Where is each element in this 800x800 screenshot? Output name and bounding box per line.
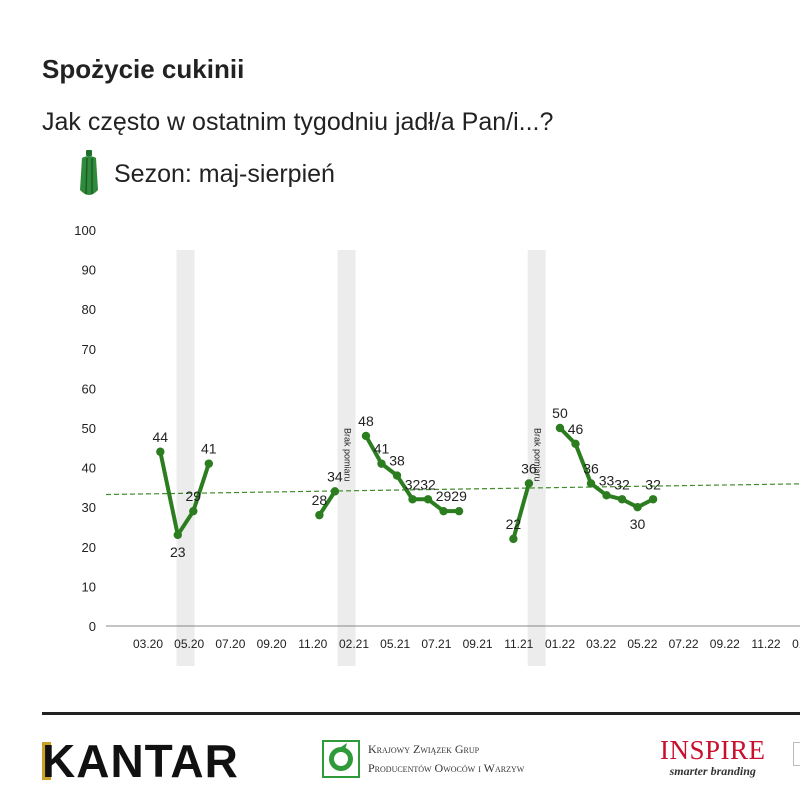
data-label: 29 [186,488,202,504]
data-point [315,510,324,520]
x-tick-label: 03.20 [133,637,163,651]
data-label: 28 [312,492,328,508]
x-tick-label: 05.22 [627,637,657,651]
x-tick-label: 07.20 [215,637,245,651]
data-label: 44 [153,429,169,445]
no-measurement-band [527,250,546,666]
y-tick-label: 80 [82,302,96,317]
y-tick-label: 70 [82,342,96,357]
no-measurement-label: Brak pomiaru [533,428,543,482]
data-label: 34 [327,468,343,484]
zucchini-icon [80,150,98,195]
data-point [648,495,658,504]
series-line [317,489,337,518]
data-point [377,459,386,468]
data-label: 30 [630,516,646,532]
data-label: 22 [506,516,522,532]
season-label: Sezon: maj-sierpień [114,159,335,188]
data-label: 32 [420,476,436,492]
x-tick-label: 11.22 [751,637,780,651]
data-point [602,491,611,500]
x-tick-label: 03.22 [586,637,616,651]
kzgp-logo-block: Krajowy Związek Grup Producentów Owoców … [322,740,524,778]
x-tick-label: 09.22 [710,637,740,651]
data-label: 23 [170,544,186,560]
data-label: 29 [436,488,452,504]
data-label: 36 [521,460,537,476]
x-tick-label: 05.20 [174,637,204,651]
series-line [511,481,531,541]
no-measurement-band [176,250,195,666]
x-tick-label: 01.23 [792,637,800,651]
chart-subtitle: Jak często w ostatnim tygodniu jadł/a Pa… [42,108,554,136]
data-label: 50 [552,405,568,421]
data-label: 32 [614,476,630,492]
kzgp-line2: Producentów Owoców i Warzyw [368,761,525,775]
no-measurement-label: Brak pomiaru [343,428,353,482]
kzgp-logo-icon [322,740,360,778]
kzgp-line1: Krajowy Związek Grup [368,742,480,756]
y-tick-label: 100 [74,223,96,238]
data-point [204,459,214,468]
x-tick-label: 01.22 [545,637,575,651]
data-point [617,495,627,504]
data-label: 38 [389,453,405,469]
data-point [408,495,417,504]
data-point [392,471,402,480]
x-tick-label: 02.21 [339,637,369,651]
data-label: 36 [583,460,599,476]
footer-divider [42,712,800,715]
data-point [586,479,596,488]
data-label: 46 [568,421,584,437]
data-point [189,506,198,516]
data-point [439,506,448,516]
x-tick-label: 07.21 [421,637,451,651]
partial-logo-edge [793,742,800,766]
data-label: 41 [201,441,217,457]
y-tick-label: 50 [82,421,96,436]
y-tick-label: 40 [82,461,96,476]
chart-title: Spożycie cukinii [42,54,245,84]
data-point [173,530,182,540]
y-tick-label: 60 [82,381,96,396]
data-point [571,439,580,449]
data-point [454,506,464,516]
y-tick-label: 90 [82,263,96,278]
x-tick-label: 07.22 [669,637,699,651]
season-legend: Sezon: maj-sierpień [78,150,335,198]
kantar-logo-accent [42,742,51,780]
data-point [423,495,433,504]
x-tick-label: 11.20 [298,637,327,651]
data-label: 29 [451,488,467,504]
data-label: 48 [358,413,374,429]
series-line [158,449,211,537]
y-tick-label: 10 [82,579,96,594]
data-point [330,487,340,496]
data-label: 33 [599,472,615,488]
data-point [633,503,642,512]
data-label: 41 [374,441,390,457]
y-tick-label: 0 [89,619,96,634]
data-point [555,423,565,433]
data-point [361,431,371,441]
x-tick-label: 09.21 [463,637,493,651]
kzgp-name: Krajowy Związek Grup Producentów Owoców … [368,740,524,778]
data-label: 32 [645,476,661,492]
inspire-logo: INSPIRE smarter branding [660,736,766,779]
x-tick-label: 09.20 [257,637,287,651]
y-tick-label: 30 [82,500,96,515]
kantar-logo: KANTAR [42,735,239,787]
x-tick-label: 11.21 [504,637,533,651]
inspire-name: INSPIRE [660,735,766,765]
y-tick-label: 20 [82,540,96,555]
data-point [156,447,165,456]
data-point [524,479,534,488]
x-tick-label: 05.21 [380,637,410,651]
data-label: 32 [405,476,421,492]
data-point [509,534,518,544]
trend-line [105,483,800,496]
no-measurement-band [337,250,356,666]
inspire-tagline: smarter branding [669,764,756,778]
